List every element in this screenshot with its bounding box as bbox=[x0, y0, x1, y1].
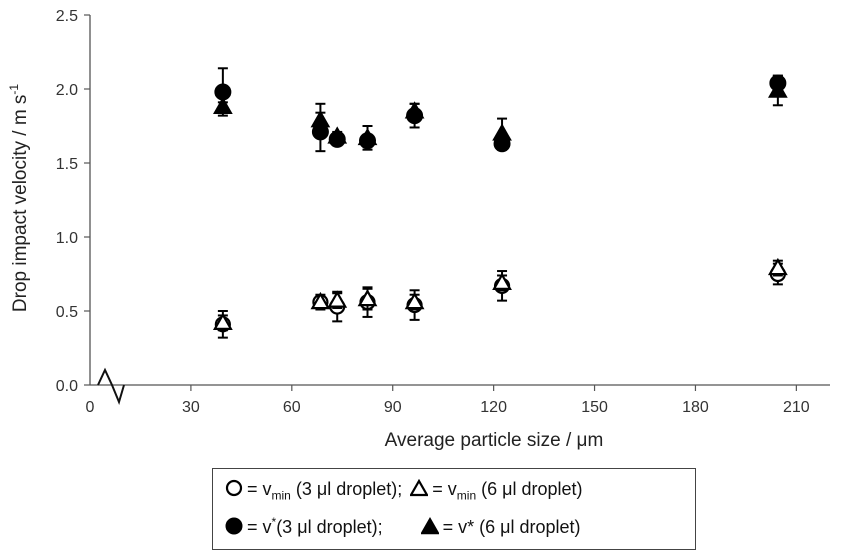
legend-entry: = vmin (6 μl droplet) bbox=[410, 479, 583, 503]
y-axis-label-main: Drop impact velocity / m s bbox=[10, 95, 31, 313]
legend-marker bbox=[225, 479, 243, 497]
open-triangle-legend-icon bbox=[410, 479, 429, 497]
data-point bbox=[327, 290, 348, 308]
axes bbox=[89, 15, 830, 406]
legend-marker bbox=[225, 517, 243, 535]
series-open-triangle bbox=[212, 257, 788, 332]
legend-line-1: = vmin (3 μl droplet); = vmin (6 μl dropl… bbox=[225, 479, 591, 503]
x-tick-label: 210 bbox=[783, 399, 810, 416]
legend-text: = v*(3 μl droplet); bbox=[247, 515, 383, 537]
filled-triangle-legend-icon bbox=[420, 517, 439, 535]
data-point bbox=[327, 126, 348, 144]
y-tick-label: 2.5 bbox=[56, 8, 78, 25]
x-tick-label: 150 bbox=[581, 399, 608, 416]
legend-entry: = v*(3 μl droplet); bbox=[225, 515, 383, 538]
data-point bbox=[767, 257, 788, 276]
y-ticks: 0.0 0.5 1.0 1.5 2.0 2.5 bbox=[56, 8, 90, 395]
data-point bbox=[213, 96, 233, 115]
y-tick-label: 1.0 bbox=[56, 230, 78, 247]
data-point bbox=[492, 123, 512, 141]
filled-circle-legend-icon bbox=[225, 517, 243, 535]
legend-entry: = vmin (3 μl droplet); bbox=[225, 479, 402, 503]
legend-text: = v* (6 μl droplet) bbox=[442, 517, 581, 537]
x-tick-label: 120 bbox=[480, 399, 507, 416]
data-point bbox=[492, 272, 512, 290]
legend-text: = vmin (6 μl droplet) bbox=[432, 479, 583, 503]
data-point bbox=[212, 312, 233, 330]
axis-break bbox=[97, 367, 125, 406]
x-axis-label: Average particle size / μm bbox=[385, 430, 604, 451]
y-tick-label: 0.5 bbox=[56, 304, 78, 321]
data-point bbox=[310, 291, 331, 310]
data-point bbox=[404, 101, 425, 119]
x-ticks: 0 30 60 90 120 150 180 210 bbox=[86, 385, 810, 416]
data-point bbox=[310, 110, 331, 128]
legend-entry: = v* (6 μl droplet) bbox=[420, 517, 581, 538]
x-tick-label: 0 bbox=[86, 399, 95, 416]
legend-text: = vmin (3 μl droplet); bbox=[247, 479, 403, 503]
chart-area: 0 30 60 90 120 150 180 210 0.0 0.5 1.0 1.5 2.0 2.5 A… bbox=[7, 8, 830, 451]
y-axis-label-sup: -1 bbox=[7, 84, 21, 95]
data-marks bbox=[212, 67, 788, 339]
y-tick-label: 2.0 bbox=[56, 82, 78, 99]
x-tick-label: 180 bbox=[682, 399, 709, 416]
legend: = vmin (3 μl droplet); = vmin (6 μl dropl… bbox=[212, 468, 696, 550]
y-tick-label: 0.0 bbox=[56, 378, 78, 395]
data-point bbox=[357, 288, 378, 307]
series-filled-triangle bbox=[213, 74, 788, 151]
x-tick-label: 90 bbox=[384, 399, 402, 416]
y-axis-label: Drop impact velocity / m s-1 bbox=[7, 84, 31, 312]
open-circle-legend-icon bbox=[225, 479, 243, 497]
legend-marker bbox=[420, 517, 439, 535]
legend-line-2: = v*(3 μl droplet); = v* (6 μl droplet) bbox=[225, 515, 589, 538]
x-tick-label: 60 bbox=[283, 399, 301, 416]
data-point bbox=[357, 127, 378, 146]
x-tick-label: 30 bbox=[182, 399, 200, 416]
legend-marker bbox=[410, 479, 429, 497]
y-tick-label: 1.5 bbox=[56, 156, 78, 173]
data-point bbox=[404, 291, 425, 310]
data-point bbox=[768, 80, 788, 98]
